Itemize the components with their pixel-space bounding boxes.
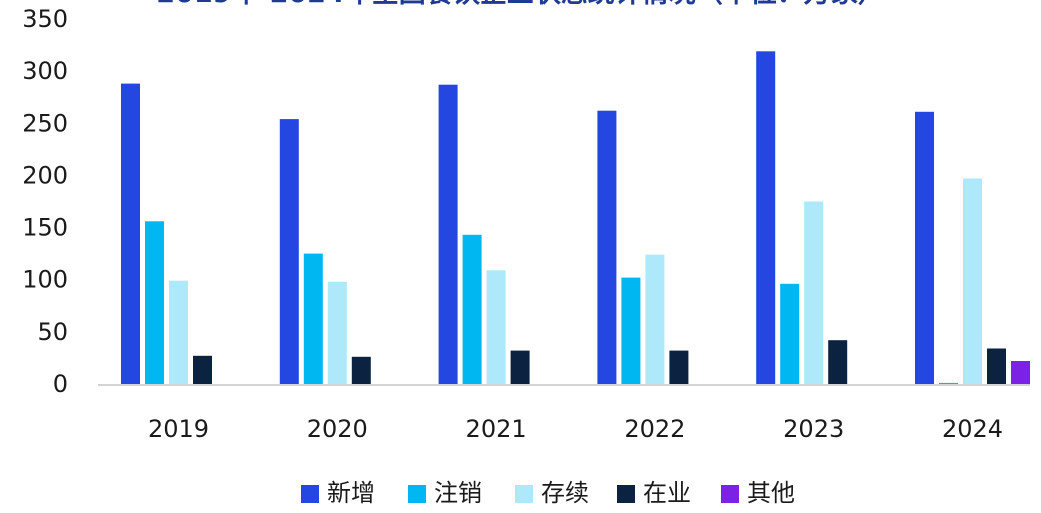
x-tick-label: 2024 [942, 415, 1003, 443]
bar-2022-2 [645, 254, 665, 385]
y-tick-label: 0 [53, 370, 68, 398]
bar-2024-4 [1011, 361, 1030, 385]
legend-swatch [408, 485, 426, 503]
bar-2021-2 [486, 270, 506, 385]
bar-2020-0 [279, 119, 299, 385]
y-axis: 0 50 100 150 200 250 300 350 [22, 5, 68, 398]
bar-2023-2 [804, 201, 824, 385]
bar-2020-2 [327, 281, 347, 385]
bar-2019-0 [121, 83, 140, 385]
legend-label: 新增 [327, 479, 375, 507]
legend-swatch [515, 485, 533, 503]
bar-2023-1 [780, 283, 800, 385]
bar-2024-1 [939, 382, 958, 385]
bar-2023-0 [756, 51, 776, 386]
legend-swatch [301, 485, 319, 503]
legend-label: 存续 [541, 479, 589, 507]
bar-2019-3 [193, 355, 212, 385]
legend-item: 其他 [721, 479, 795, 507]
legend-item: 新增 [301, 479, 375, 507]
legend-label: 在业 [643, 479, 691, 507]
bar-2024-2 [963, 178, 982, 385]
x-tick-label: 2023 [783, 415, 844, 443]
bar-2021-0 [438, 84, 458, 385]
chart-title: 2019年-2024年全国餐饮企业状态统计情况（单位：万家） [0, 0, 1041, 9]
bar-2020-3 [351, 356, 371, 385]
bar-2021-1 [462, 234, 482, 385]
legend-label: 其他 [747, 479, 795, 507]
y-tick-label: 300 [22, 57, 68, 85]
y-tick-label: 100 [22, 266, 68, 294]
legend-item: 存续 [515, 479, 589, 507]
x-tick-label: 2019 [148, 415, 209, 443]
bars-layer [121, 51, 1030, 386]
x-axis: 2019 2020 2021 2022 2023 2024 [148, 415, 1003, 443]
bar-2020-1 [303, 253, 323, 385]
bar-2024-0 [915, 111, 934, 386]
bar-2022-1 [621, 277, 641, 385]
bar-2019-1 [145, 221, 164, 385]
y-tick-label: 200 [22, 161, 68, 189]
legend: 新增 注销 存续 在业 其他 [301, 479, 795, 507]
legend-swatch [721, 485, 739, 503]
x-tick-label: 2021 [466, 415, 527, 443]
legend-label: 注销 [434, 479, 482, 507]
bar-2019-2 [169, 280, 188, 385]
bar-2022-0 [597, 110, 617, 385]
legend-swatch [617, 485, 635, 503]
legend-item: 注销 [408, 479, 482, 507]
y-tick-label: 50 [37, 318, 68, 346]
bar-2021-3 [510, 350, 530, 385]
legend-item: 在业 [617, 479, 691, 507]
x-tick-label: 2020 [307, 415, 368, 443]
bar-2022-3 [669, 350, 689, 385]
x-tick-label: 2022 [624, 415, 685, 443]
bar-2024-3 [987, 348, 1006, 385]
y-tick-label: 350 [22, 5, 68, 33]
y-tick-label: 250 [22, 109, 68, 137]
y-tick-label: 150 [22, 214, 68, 242]
bar-2023-3 [828, 340, 848, 385]
